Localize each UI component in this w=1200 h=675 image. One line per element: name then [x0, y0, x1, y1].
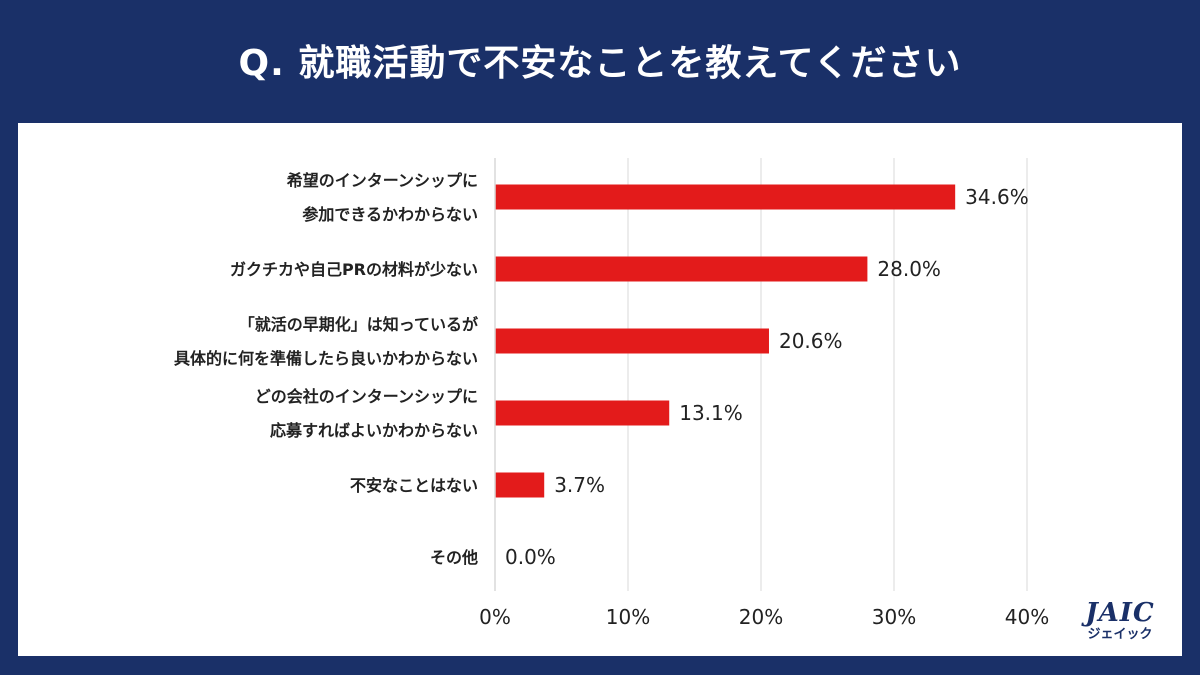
page-title: Q. 就職活動で不安なことを教えてください [238, 43, 962, 84]
logo-text: JAIC [1085, 598, 1155, 628]
chart-panel: 0% 10% 20% 30% 40% 34.6% 希望のインターンシップに参加できるかわから… [18, 123, 1182, 656]
bar [495, 256, 868, 282]
category-label: 具体的に何を準備したら良いかわからない [174, 349, 478, 368]
value-label: 3.7% [554, 473, 605, 497]
category-label: 「就活の早期化」は知っているが [239, 315, 478, 334]
x-tick-label: 30% [872, 605, 916, 629]
category-label: 参加できるかわからない [302, 205, 478, 224]
bar [495, 328, 769, 354]
category-label: どの会社のインターンシップに [255, 387, 478, 406]
value-label: 0.0% [505, 545, 556, 569]
value-label: 28.0% [877, 257, 941, 281]
x-tick-label: 40% [1005, 605, 1049, 629]
bar [495, 184, 956, 210]
bar-chart: 0% 10% 20% 30% 40% 34.6% 希望のインターンシップに参加できるかわから… [174, 158, 1049, 629]
logo-subtext: ジェイック [1087, 627, 1153, 642]
value-label: 34.6% [965, 185, 1029, 209]
x-tick-label: 0% [479, 605, 511, 629]
x-tick-label: 10% [606, 605, 650, 629]
category-label: 応募すればよいかわからない [270, 421, 478, 440]
x-tick-label: 20% [739, 605, 783, 629]
category-label: 不安なことはない [350, 476, 478, 495]
category-label: その他 [430, 548, 478, 567]
category-label: ガクチカや自己PRの材料が少ない [230, 260, 478, 279]
category-label: 希望のインターンシップに [287, 171, 478, 190]
bar [495, 472, 545, 498]
jaic-logo: JAIC ジェイック [1080, 599, 1160, 642]
value-label: 13.1% [679, 401, 743, 425]
bar [495, 400, 670, 426]
value-label: 20.6% [779, 329, 843, 353]
